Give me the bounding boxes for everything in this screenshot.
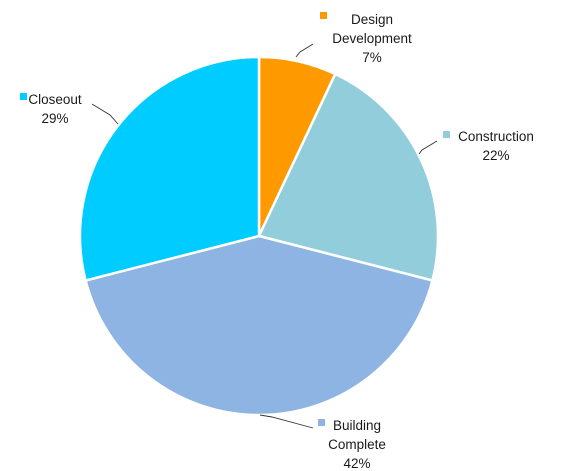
data-label-name-building-complete: Building: [333, 418, 381, 433]
data-label-percent-closeout: 29%: [41, 111, 68, 126]
data-label-name-design-development: Development: [332, 31, 412, 46]
label-marker-design-development: [320, 12, 327, 19]
data-label-name-closeout: Closeout: [28, 92, 82, 107]
data-label-name-construction: Construction: [458, 129, 534, 144]
leader-line-closeout: [91, 103, 119, 125]
data-label-percent-construction: 22%: [482, 148, 509, 163]
data-label-name-building-complete: Complete: [328, 437, 386, 452]
pie-slice-closeout: [78, 55, 261, 283]
leader-line-design-development: [295, 43, 314, 58]
data-label-name-design-development: Design: [351, 12, 393, 27]
pie-slice-building-complete: [84, 234, 434, 417]
label-marker-building-complete: [318, 419, 325, 426]
data-label-percent-building-complete: 42%: [343, 456, 370, 471]
pie-slice-construction: [257, 72, 440, 283]
label-marker-closeout: [20, 93, 27, 100]
leader-line-building-complete: [259, 414, 314, 429]
label-marker-construction: [443, 131, 450, 138]
data-label-percent-design-development: 7%: [362, 50, 382, 65]
leader-line-construction: [418, 140, 438, 155]
